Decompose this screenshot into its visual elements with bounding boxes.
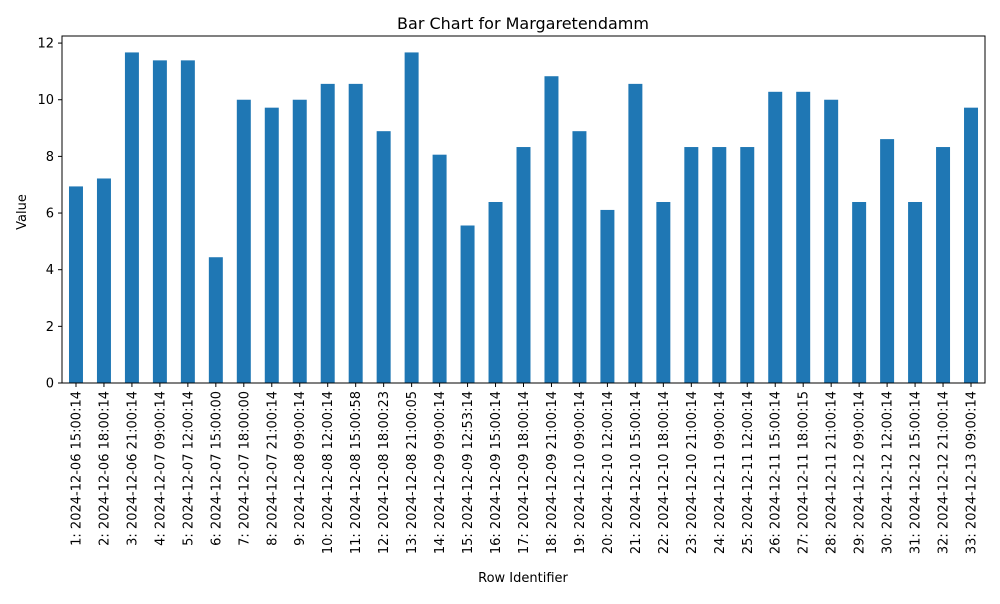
x-tick-label: 11: 2024-12-08 15:00:58	[349, 391, 364, 554]
x-tick-label: 21: 2024-12-10 15:00:14	[629, 391, 644, 554]
x-tick-label: 26: 2024-12-11 15:00:14	[769, 391, 784, 554]
bar-27	[796, 91, 811, 383]
bar-4	[152, 60, 167, 384]
y-tick-label: 0	[46, 377, 54, 392]
bar-32	[936, 147, 951, 383]
x-tick-label: 13: 2024-12-08 21:00:05	[405, 391, 420, 554]
bar-15	[460, 225, 475, 383]
x-tick-label: 12: 2024-12-08 18:00:23	[377, 391, 392, 554]
plot-area: 0 2 4 6 8 10 12 1: 2024-12-06 15:00:14 2: 2024-1…	[37, 35, 986, 554]
x-tick-label: 24: 2024-12-11 09:00:14	[713, 391, 728, 554]
y-tick-label: 12	[37, 37, 54, 52]
x-tick-label: 14: 2024-12-09 09:00:14	[433, 391, 448, 554]
bar-3	[124, 52, 139, 384]
bar-2	[96, 178, 111, 383]
bar-21	[628, 83, 643, 384]
bar-19	[572, 131, 587, 383]
y-axis-label: Value	[15, 194, 30, 230]
bar-10	[320, 83, 335, 384]
x-tick-label: 33: 2024-12-13 09:00:14	[965, 391, 980, 554]
bar-5	[180, 60, 195, 384]
bar-14	[432, 154, 447, 383]
y-tick-label: 10	[37, 93, 54, 108]
x-tick-label: 32: 2024-12-12 21:00:14	[937, 391, 952, 554]
x-tick-label: 10: 2024-12-08 12:00:14	[321, 391, 336, 554]
x-tick-label: 5: 2024-12-07 12:00:14	[181, 391, 196, 546]
x-tick-label: 28: 2024-12-11 21:00:14	[825, 391, 840, 554]
x-tick-label: 1: 2024-12-06 15:00:14	[69, 391, 84, 546]
x-tick-label: 23: 2024-12-10 21:00:14	[685, 391, 700, 554]
bar-33	[964, 107, 979, 383]
x-tick-label: 16: 2024-12-09 15:00:14	[489, 391, 504, 554]
bar-9	[292, 99, 307, 384]
bar-20	[600, 209, 615, 383]
x-tick-label: 2: 2024-12-06 18:00:14	[97, 391, 112, 546]
bar-12	[376, 131, 391, 383]
y-tick-label: 2	[46, 320, 54, 335]
bar-22	[656, 201, 671, 383]
x-tick-label: 29: 2024-12-12 09:00:14	[853, 391, 868, 554]
x-tick-label: 31: 2024-12-12 15:00:14	[909, 391, 924, 554]
chart-title: Bar Chart for Margaretendamm	[397, 14, 649, 33]
y-tick-label: 4	[46, 263, 54, 278]
plot-frame	[61, 35, 986, 384]
x-tick-label: 7: 2024-12-07 18:00:00	[237, 391, 252, 546]
bar-17	[516, 147, 531, 383]
x-tick-label: 27: 2024-12-11 18:00:15	[797, 391, 812, 554]
bar-1	[68, 186, 83, 383]
bar-26	[768, 91, 783, 383]
x-tick-label: 6: 2024-12-07 15:00:00	[209, 391, 224, 546]
x-tick-label: 22: 2024-12-10 18:00:14	[657, 391, 672, 554]
bar-16	[488, 201, 503, 383]
bar-30	[880, 139, 895, 383]
x-tick-label: 17: 2024-12-09 18:00:14	[517, 391, 532, 554]
x-tick-label: 8: 2024-12-07 21:00:14	[265, 391, 280, 546]
bar-24	[712, 147, 727, 383]
x-axis-label: Row Identifier	[478, 571, 568, 586]
bar-31	[908, 201, 923, 383]
x-tick-label: 30: 2024-12-12 12:00:14	[881, 391, 896, 554]
x-tick-label: 20: 2024-12-10 12:00:14	[601, 391, 616, 554]
bar-23	[684, 147, 699, 383]
bar-7	[236, 99, 251, 384]
bar-28	[824, 99, 839, 384]
x-tick-label: 19: 2024-12-10 09:00:14	[573, 391, 588, 554]
x-tick-label: 18: 2024-12-09 21:00:14	[545, 391, 560, 554]
bar-8	[264, 107, 279, 383]
y-tick-label: 8	[46, 150, 54, 165]
x-tick-label: 25: 2024-12-11 12:00:14	[741, 391, 756, 554]
x-tick-label: 9: 2024-12-08 09:00:14	[293, 391, 308, 546]
bar-25	[740, 147, 755, 383]
bar-13	[404, 52, 419, 384]
bar-18	[544, 76, 559, 384]
x-tick-label: 15: 2024-12-09 12:53:14	[461, 391, 476, 554]
bar-11	[348, 83, 363, 384]
bar-29	[852, 201, 867, 383]
bar-6	[208, 257, 223, 383]
y-tick-label: 6	[46, 207, 54, 222]
x-tick-label: 4: 2024-12-07 09:00:14	[153, 391, 168, 546]
x-tick-label: 3: 2024-12-06 21:00:14	[125, 391, 140, 546]
